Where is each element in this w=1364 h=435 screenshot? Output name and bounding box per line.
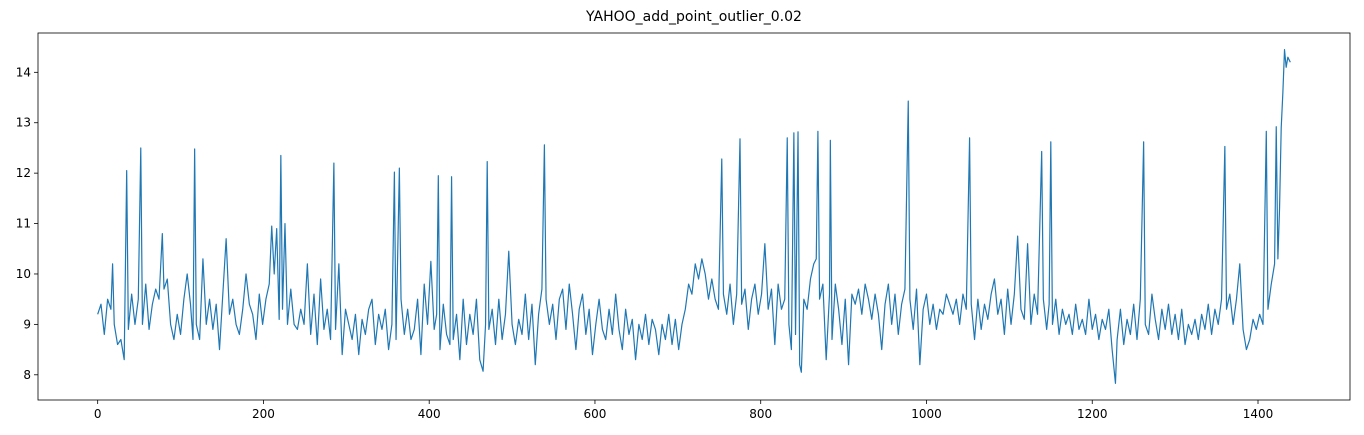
- x-tick-label: 1200: [1077, 407, 1108, 421]
- y-tick-label: 10: [16, 267, 31, 281]
- y-tick-label: 8: [23, 368, 31, 382]
- x-tick-label: 1400: [1243, 407, 1274, 421]
- x-tick-label: 0: [94, 407, 102, 421]
- x-tick-label: 400: [418, 407, 441, 421]
- y-tick-label: 11: [16, 217, 31, 231]
- x-tick-label: 800: [749, 407, 772, 421]
- x-tick-label: 1000: [911, 407, 942, 421]
- chart-title: YAHOO_add_point_outlier_0.02: [585, 9, 802, 25]
- y-tick-label: 9: [23, 317, 31, 331]
- y-tick-label: 13: [16, 116, 31, 130]
- x-tick-label: 600: [584, 407, 607, 421]
- y-tick-label: 14: [16, 65, 31, 79]
- plot-frame: [37, 32, 1351, 401]
- y-tick-label: 12: [16, 166, 31, 180]
- data-line: [97, 49, 1291, 384]
- x-tick-label: 200: [252, 407, 275, 421]
